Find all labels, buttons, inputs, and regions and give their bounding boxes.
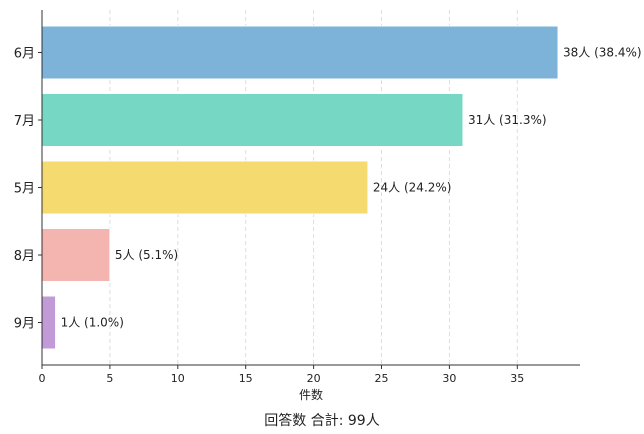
category-label: 8月 [14,249,35,264]
bar [41,295,57,350]
category-label: 7月 [14,114,35,129]
category-labels: 6月 7月 5月 8月 9月 [14,47,42,332]
category-label: 6月 [14,47,35,62]
chart-footer-title: 回答数 合計: 99人 [264,412,379,429]
bar [41,25,559,80]
x-tick-label: 35 [510,372,524,385]
data-label: 24人 (24.2%) [373,181,452,195]
x-tick-label: 10 [171,372,185,385]
x-tick-label: 15 [239,372,253,385]
data-labels: 38人 (38.4%) 31人 (31.3%) 24人 (24.2%) 5人 (5.1… [61,46,642,330]
category-label: 9月 [14,317,35,332]
x-ticks: 0 5 10 15 20 25 30 35 [39,365,524,385]
category-label: 5月 [14,182,35,197]
data-label: 31人 (31.3%) [468,113,547,127]
data-label: 38人 (38.4%) [563,46,642,60]
x-tick-label: 25 [375,372,389,385]
x-tick-label: 30 [442,372,456,385]
bar [41,228,111,282]
bar [41,93,464,147]
x-tick-label: 20 [307,372,321,385]
x-tick-label: 0 [39,372,46,385]
x-axis-title: 件数 [299,387,323,402]
bars [41,25,559,350]
bar [41,160,369,215]
data-label: 1人 (1.0%) [61,316,124,330]
x-tick-label: 5 [106,372,113,385]
data-label: 5人 (5.1%) [115,248,178,262]
